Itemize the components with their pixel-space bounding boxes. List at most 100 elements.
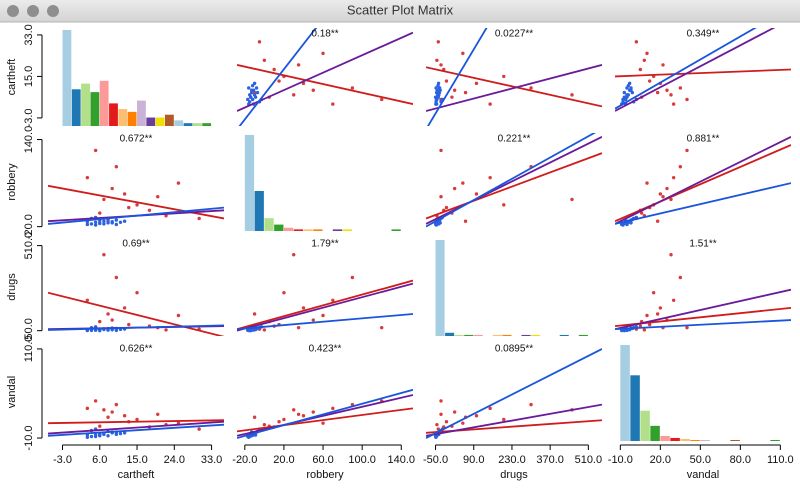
histogram-bar	[502, 334, 512, 336]
point	[434, 222, 438, 227]
point	[85, 298, 90, 302]
point	[156, 195, 160, 199]
histogram-bar	[71, 89, 81, 126]
point	[98, 319, 102, 324]
point	[331, 406, 335, 411]
histogram-bar	[640, 410, 650, 441]
point	[438, 221, 442, 225]
point	[444, 205, 449, 210]
point	[502, 74, 506, 79]
point	[570, 197, 574, 202]
point	[114, 275, 119, 280]
point	[474, 192, 479, 196]
x-tick-label: 110.0	[767, 454, 794, 466]
histogram-bar	[680, 438, 690, 441]
point	[461, 51, 465, 56]
histogram-bar	[559, 334, 569, 336]
histogram-bar	[90, 92, 100, 126]
panel	[62, 29, 212, 126]
point	[98, 434, 102, 438]
point	[122, 192, 127, 196]
panel	[237, 388, 413, 439]
point	[197, 427, 201, 431]
point	[102, 253, 106, 257]
point	[122, 414, 127, 418]
panel	[48, 148, 224, 227]
fit-line	[615, 28, 757, 110]
x-tick-label: 100.0	[348, 454, 376, 466]
annotation: 0.349**	[687, 29, 720, 40]
point	[110, 221, 114, 225]
point	[311, 318, 315, 322]
point	[292, 93, 296, 97]
minimize-button[interactable]	[27, 5, 39, 17]
point	[102, 197, 106, 202]
point	[176, 313, 181, 318]
point	[331, 102, 335, 106]
histogram-bar	[620, 344, 630, 441]
annotation: 0.626**	[120, 344, 153, 355]
point	[85, 222, 90, 227]
point	[89, 222, 94, 226]
point	[296, 63, 301, 67]
y-tick-label: 140.0	[23, 126, 35, 154]
point	[570, 93, 574, 97]
point	[350, 86, 355, 90]
point	[625, 86, 629, 90]
point	[246, 97, 250, 102]
histogram-bar	[660, 435, 670, 441]
histogram-bar	[137, 100, 146, 126]
histogram-bar	[521, 334, 531, 336]
point	[435, 58, 439, 62]
point	[127, 205, 131, 210]
annotation: 1.51**	[689, 239, 716, 250]
point	[665, 88, 669, 92]
x-tick-label: 60.0	[312, 454, 333, 466]
fit-line	[237, 282, 413, 332]
x-tick-label: 140.0	[388, 454, 416, 466]
point	[122, 431, 127, 435]
point	[321, 421, 325, 425]
zoom-button[interactable]	[47, 5, 59, 17]
point	[102, 219, 106, 223]
point	[622, 90, 627, 95]
point	[642, 328, 647, 332]
point	[488, 102, 492, 106]
close-button[interactable]	[7, 5, 19, 17]
point	[164, 214, 168, 218]
point	[474, 81, 479, 86]
fit-line	[615, 288, 791, 331]
point	[262, 58, 267, 62]
point	[645, 51, 649, 56]
point	[247, 328, 251, 333]
histogram-bar	[254, 190, 264, 231]
point	[250, 97, 255, 102]
fit-line	[48, 184, 224, 220]
histogram-bar	[690, 439, 700, 441]
histogram-bar	[202, 123, 212, 126]
point	[85, 406, 90, 411]
fit-line	[615, 319, 791, 331]
point	[629, 221, 633, 225]
point	[252, 81, 257, 86]
point	[114, 218, 119, 222]
point	[452, 410, 457, 414]
point	[436, 81, 441, 86]
point	[127, 322, 131, 327]
annotation: 0.0227**	[495, 29, 533, 40]
point	[98, 424, 102, 428]
histogram-bar	[578, 334, 588, 336]
point	[433, 95, 438, 99]
x-tick-label: -3.0	[53, 454, 72, 466]
point	[135, 203, 139, 207]
y-tick-label: 33.0	[23, 24, 35, 45]
x-tick-label: 20.0	[273, 454, 294, 466]
point	[669, 253, 673, 257]
annotation: 0.881**	[687, 134, 720, 145]
fit-line	[237, 388, 413, 439]
x-tick-label: 15.0	[126, 454, 147, 466]
point	[156, 412, 160, 416]
point	[685, 148, 689, 153]
fit-line	[426, 403, 602, 437]
